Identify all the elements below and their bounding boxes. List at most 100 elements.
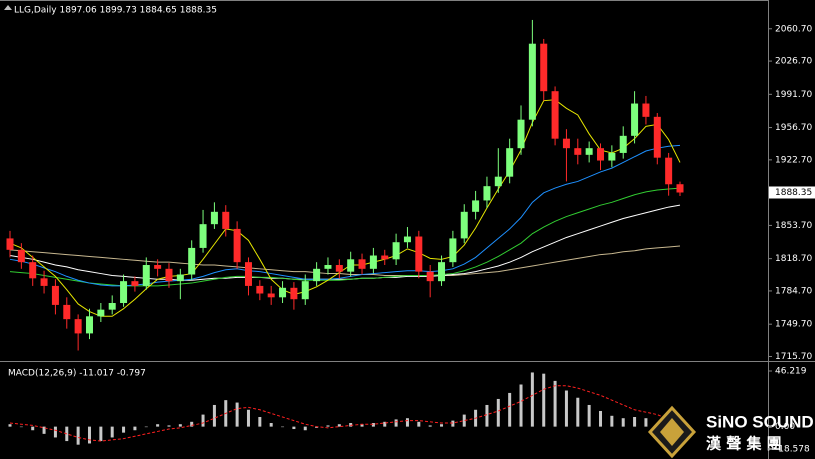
candle-body bbox=[676, 184, 684, 193]
macd-bar bbox=[190, 421, 194, 427]
macd-bar bbox=[31, 426, 35, 431]
candle-body bbox=[347, 259, 355, 272]
candle-body bbox=[415, 236, 423, 272]
y-tick-label: 1991.70 bbox=[775, 90, 812, 100]
macd-bar bbox=[19, 426, 23, 428]
macd-bar bbox=[133, 426, 137, 431]
logo-inner bbox=[660, 418, 684, 446]
candle-body bbox=[120, 281, 128, 304]
macd-bar bbox=[633, 416, 637, 427]
candle-body bbox=[642, 103, 650, 117]
macd-bar bbox=[201, 414, 205, 427]
macd-bar bbox=[42, 426, 46, 434]
macd-bar bbox=[156, 424, 160, 427]
candle-body bbox=[528, 43, 536, 120]
y-tick-label: 2026.70 bbox=[775, 57, 812, 67]
macd-bar bbox=[8, 424, 12, 427]
macd-bar bbox=[644, 418, 648, 427]
candle-body bbox=[85, 316, 93, 334]
macd-bar bbox=[610, 415, 614, 427]
candle-body bbox=[256, 285, 264, 294]
candle-body bbox=[6, 238, 14, 250]
macd-bar bbox=[281, 426, 285, 428]
candle-body bbox=[142, 265, 150, 286]
candle-body bbox=[279, 287, 287, 298]
macd-bar bbox=[258, 416, 262, 427]
candle-body bbox=[176, 274, 184, 282]
macd-bar bbox=[292, 426, 296, 430]
candle-body bbox=[574, 148, 582, 155]
candle-body bbox=[392, 242, 400, 260]
macd-bar bbox=[212, 404, 216, 427]
candle-body bbox=[483, 186, 491, 201]
macd-bar bbox=[246, 409, 250, 427]
y-tick-label: 1749.70 bbox=[775, 320, 812, 330]
macd-bar bbox=[417, 421, 421, 427]
macd-bar bbox=[451, 420, 455, 427]
candle-body bbox=[313, 268, 321, 282]
title-icon bbox=[4, 5, 12, 10]
candle-body bbox=[608, 152, 616, 161]
candle-body bbox=[74, 319, 82, 334]
candle-body bbox=[131, 281, 139, 286]
candle-body bbox=[267, 293, 275, 298]
candle-body bbox=[51, 285, 59, 305]
candle-body bbox=[460, 211, 468, 239]
candle-body bbox=[188, 247, 196, 275]
macd-bar bbox=[360, 424, 364, 427]
candle-body bbox=[165, 268, 173, 282]
macd-bar bbox=[599, 410, 603, 427]
y-tick-label: 2060.70 bbox=[775, 24, 812, 34]
macd-bar bbox=[462, 414, 466, 427]
candle-body bbox=[540, 43, 548, 92]
y-tick-label: 46.219 bbox=[775, 367, 807, 377]
candle-body bbox=[506, 148, 514, 177]
candle-body bbox=[17, 249, 25, 263]
candle-body bbox=[653, 116, 661, 158]
candle-body bbox=[154, 265, 162, 269]
y-tick-label: 1715.70 bbox=[775, 352, 812, 362]
macd-bar bbox=[371, 423, 375, 427]
candle-body bbox=[97, 309, 105, 317]
macd-bar bbox=[394, 419, 398, 427]
macd-bar bbox=[519, 384, 523, 427]
macd-bar bbox=[405, 418, 409, 427]
candle-body bbox=[426, 271, 434, 282]
macd-bar bbox=[530, 372, 534, 427]
macd-bar bbox=[167, 425, 171, 427]
candle-body bbox=[210, 211, 218, 225]
candle-body bbox=[562, 138, 570, 149]
candle-body bbox=[199, 224, 207, 248]
candle-body bbox=[449, 238, 457, 263]
macd-bar bbox=[440, 424, 444, 427]
candle-body bbox=[517, 119, 525, 149]
candle-body bbox=[290, 287, 298, 300]
macd-title: MACD(12,26,9) -11.017 -0.797 bbox=[8, 369, 146, 379]
candle-body bbox=[665, 157, 673, 185]
macd-bar bbox=[110, 426, 114, 438]
y-tick-label: 1818.70 bbox=[775, 254, 812, 264]
y-tick-label: 1853.70 bbox=[775, 221, 812, 231]
macd-bar bbox=[87, 426, 91, 444]
candle-body bbox=[619, 135, 627, 153]
moving-average bbox=[9, 245, 681, 276]
candle-body bbox=[494, 176, 502, 187]
macd-bar bbox=[303, 426, 307, 431]
logo-brand: SiNO SOUND bbox=[706, 412, 814, 431]
candle-body bbox=[301, 281, 309, 300]
candle-body bbox=[631, 103, 639, 136]
macd-bar bbox=[383, 421, 387, 427]
macd-bar bbox=[553, 380, 557, 427]
macd-bar bbox=[508, 392, 512, 427]
y-tick-label: 1922.70 bbox=[775, 155, 812, 165]
macd-bar bbox=[53, 426, 57, 438]
macd-bar bbox=[349, 423, 353, 427]
candle-body bbox=[324, 265, 332, 269]
macd-bar bbox=[235, 402, 239, 427]
candle-body bbox=[244, 262, 252, 286]
last-price-label: 1888.35 bbox=[775, 188, 812, 198]
macd-bar bbox=[269, 423, 273, 427]
candle-body bbox=[63, 304, 71, 320]
